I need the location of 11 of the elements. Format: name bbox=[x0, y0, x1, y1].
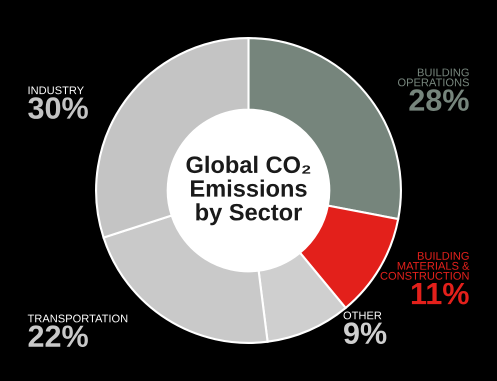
text: Global CO₂ Emissions by Sector bbox=[186, 156, 310, 226]
data-label: 11% bbox=[412, 282, 469, 304]
slice-label: BUILDING MATERIALS & CONSTRUCTION bbox=[380, 252, 470, 280]
slice-label: BUILDING OPERATIONS bbox=[398, 68, 469, 86]
data-label: 22% bbox=[28, 325, 88, 347]
data-label: 28% bbox=[409, 89, 469, 111]
slice-label: OTHER bbox=[344, 312, 382, 320]
slice-label: INDUSTRY bbox=[28, 86, 84, 94]
data-label: 9% bbox=[344, 322, 386, 344]
slice-label: TRANSPORTATION bbox=[28, 314, 128, 322]
data-label: 30% bbox=[28, 97, 88, 119]
